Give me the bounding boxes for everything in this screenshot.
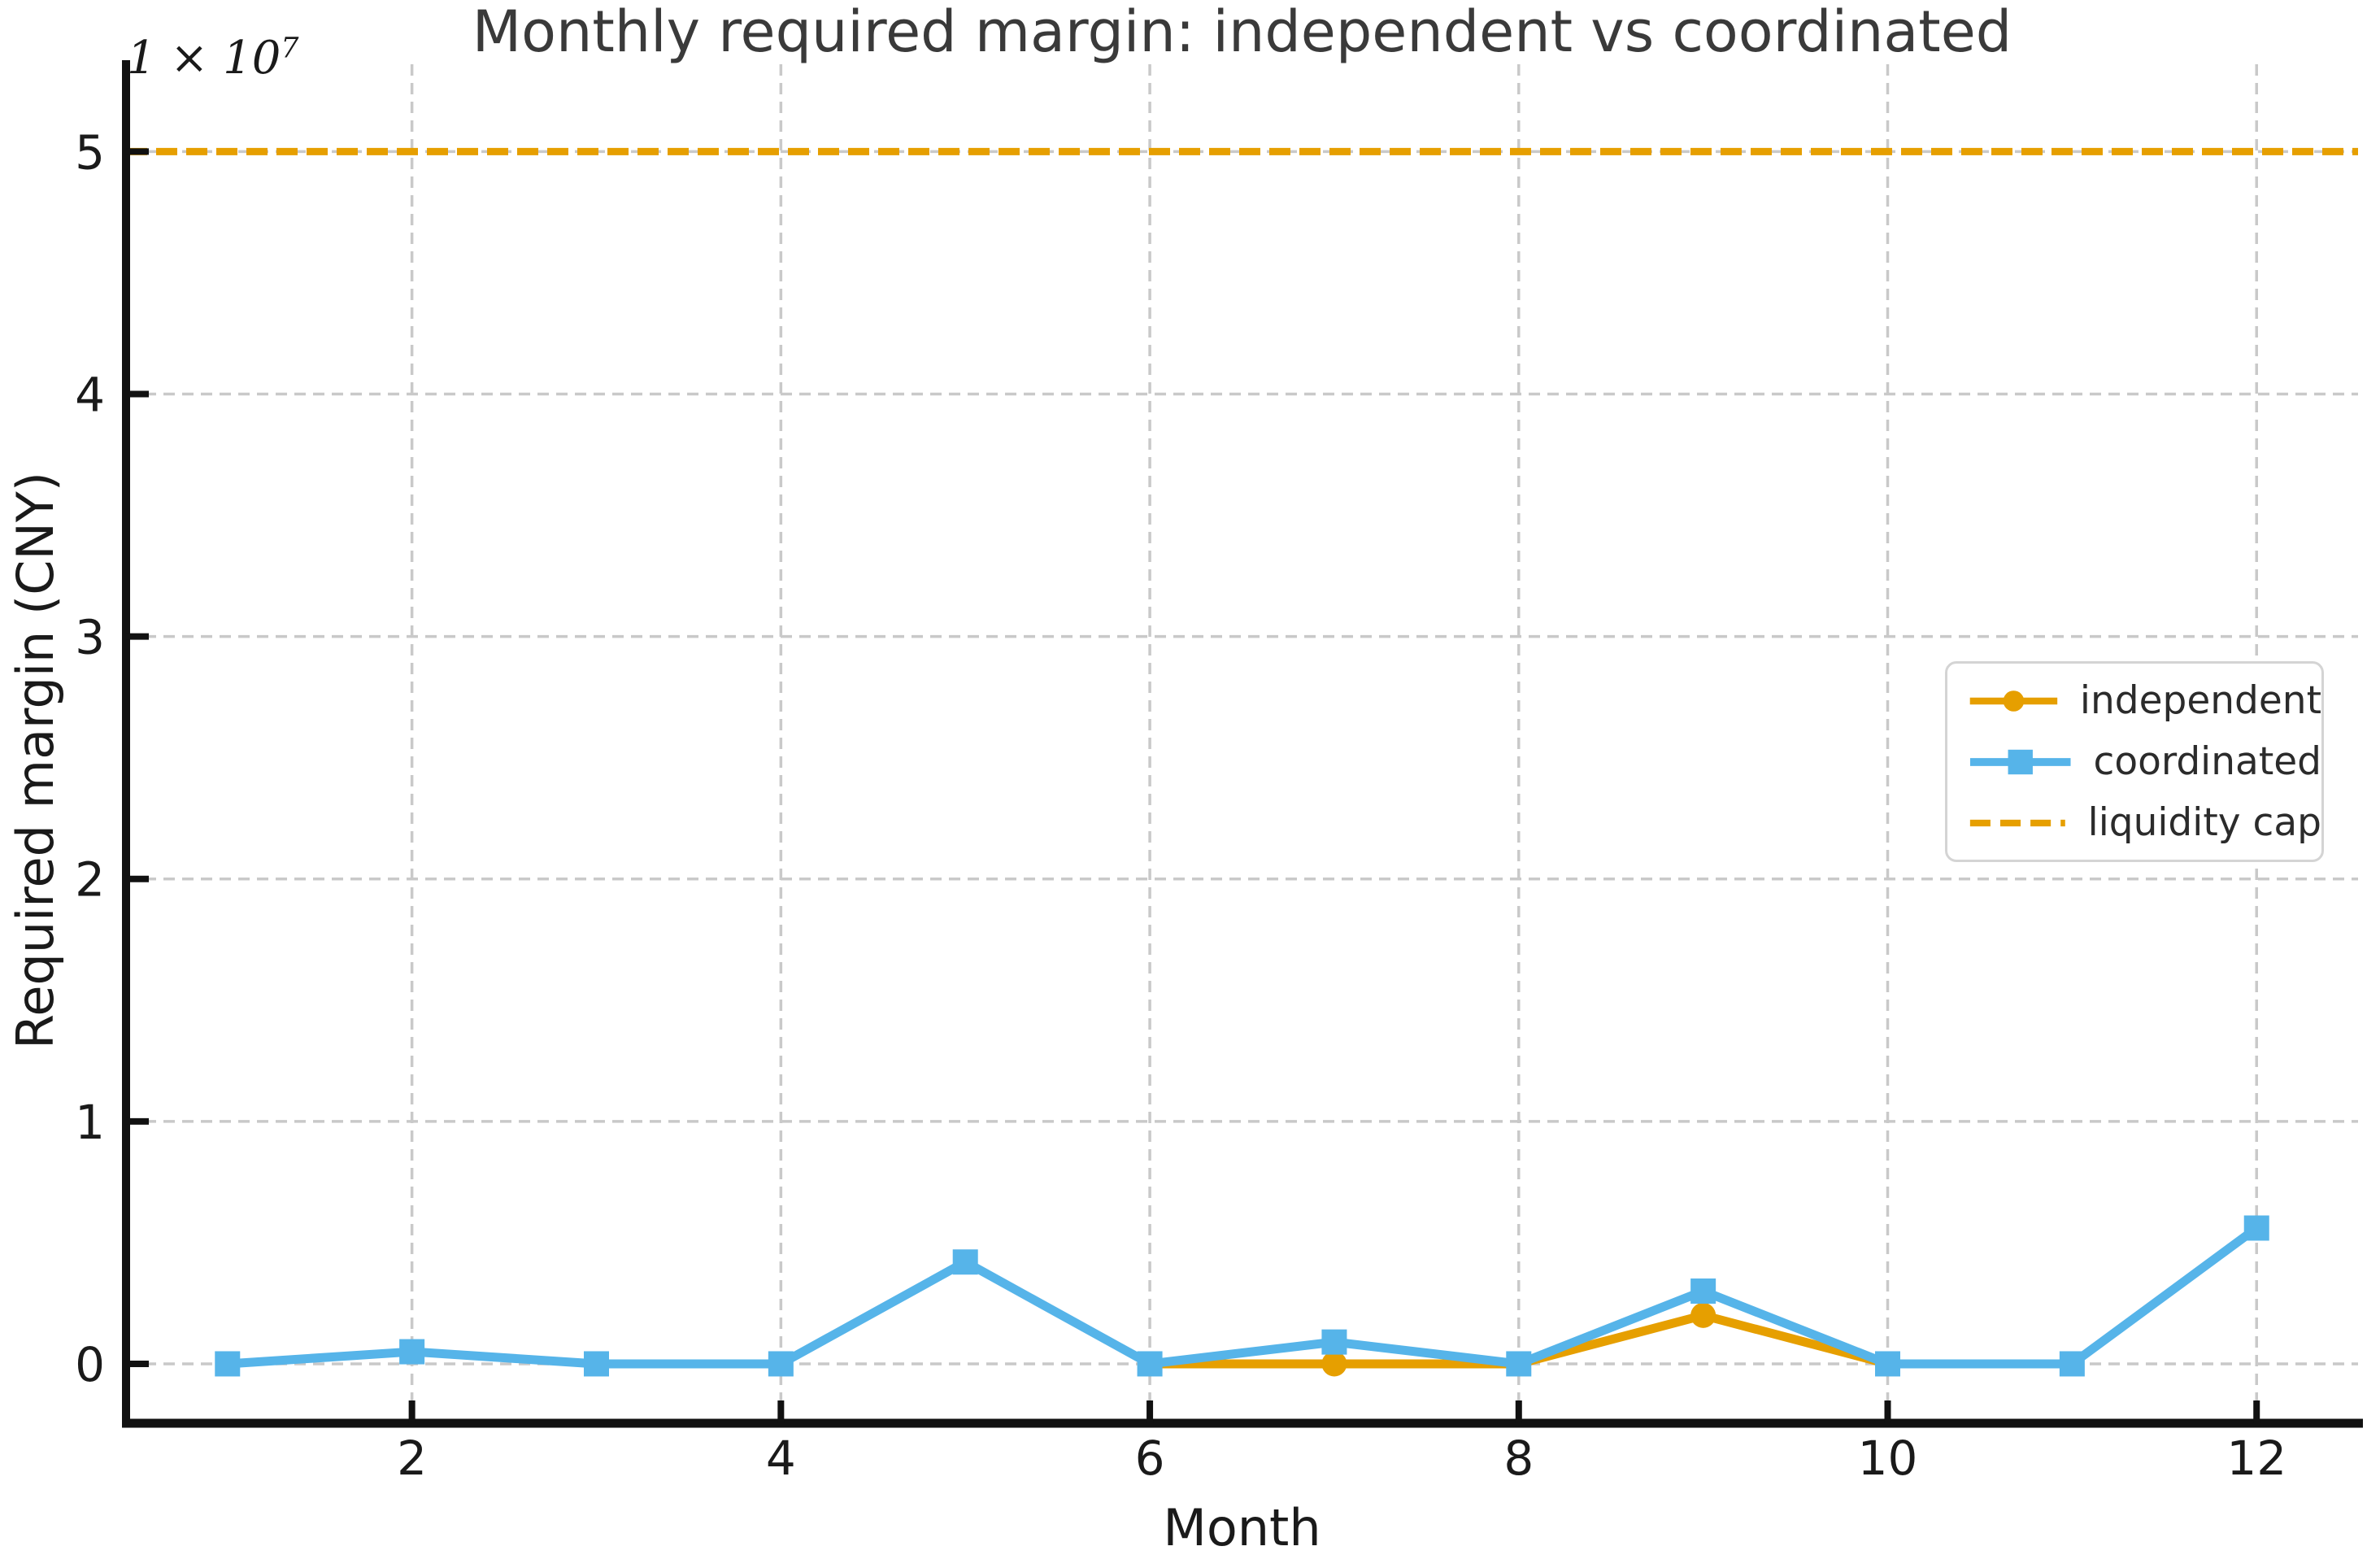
x-tick-label-12: 12 [2226,1431,2286,1486]
marker-coordinated-month-8 [1506,1351,1532,1377]
marker-coordinated-month-12 [2243,1215,2269,1241]
marker-coordinated-month-4 [768,1351,794,1377]
legend-entry-independent: independent [1969,682,2321,720]
x-tick-label-4: 4 [766,1431,796,1486]
marker-coordinated-month-11 [2059,1351,2085,1377]
marker-coordinated-month-6 [1137,1351,1163,1377]
y-axis-label: Required margin (CNY) [6,472,65,1049]
y-axis-offset-text: 1 × 107 [127,34,299,81]
x-axis-label: Month [1163,1498,1321,1555]
x-tick-label-10: 10 [1858,1431,1918,1486]
x-tick-label-2: 2 [397,1431,427,1486]
marker-coordinated-month-2 [399,1339,425,1365]
legend-square-marker [2008,749,2033,774]
marker-coordinated-month-1 [215,1351,241,1377]
legend-circle-marker [2003,690,2025,712]
legend-label: liquidity cap [2087,800,2321,845]
series-line-coordinated [223,1223,2261,1369]
legend-sample-line-square [1969,749,2071,774]
marker-coordinated-month-7 [1321,1329,1347,1355]
y-tick-label-0: 0 [75,1337,105,1392]
x-tick-label-8: 8 [1503,1431,1534,1486]
legend-label: independent [2079,678,2321,723]
marker-coordinated-month-5 [952,1249,978,1275]
legend-entry-coordinated: coordinated [1969,743,2321,781]
y-tick-label-5: 5 [75,124,105,180]
y-tick-label-3: 3 [75,610,105,665]
offset-exponent: 7 [281,32,299,65]
y-tick-label-4: 4 [75,367,105,422]
x-tick-label-6: 6 [1135,1431,1165,1486]
offset-base: 1 × 10 [127,32,281,85]
marker-coordinated-month-3 [583,1351,609,1377]
marker-independent-month-7 [1321,1351,1347,1377]
legend-entry-liquidity-cap: liquidity cap [1969,804,2321,842]
legend-label: coordinated [2093,739,2321,784]
y-tick-label-1: 1 [75,1095,105,1150]
legend-sample-dashed-line [1969,819,2065,826]
legend-box: independent coordinated liquidity cap [1945,661,2324,862]
marker-independent-month-9 [1690,1302,1716,1328]
marker-coordinated-month-9 [1690,1278,1716,1305]
chart-title: Monthly required margin: independent vs … [472,0,2012,65]
y-tick-label-2: 2 [75,852,105,908]
marker-coordinated-month-10 [1875,1351,1901,1377]
legend-sample-line-circle [1969,690,2058,712]
